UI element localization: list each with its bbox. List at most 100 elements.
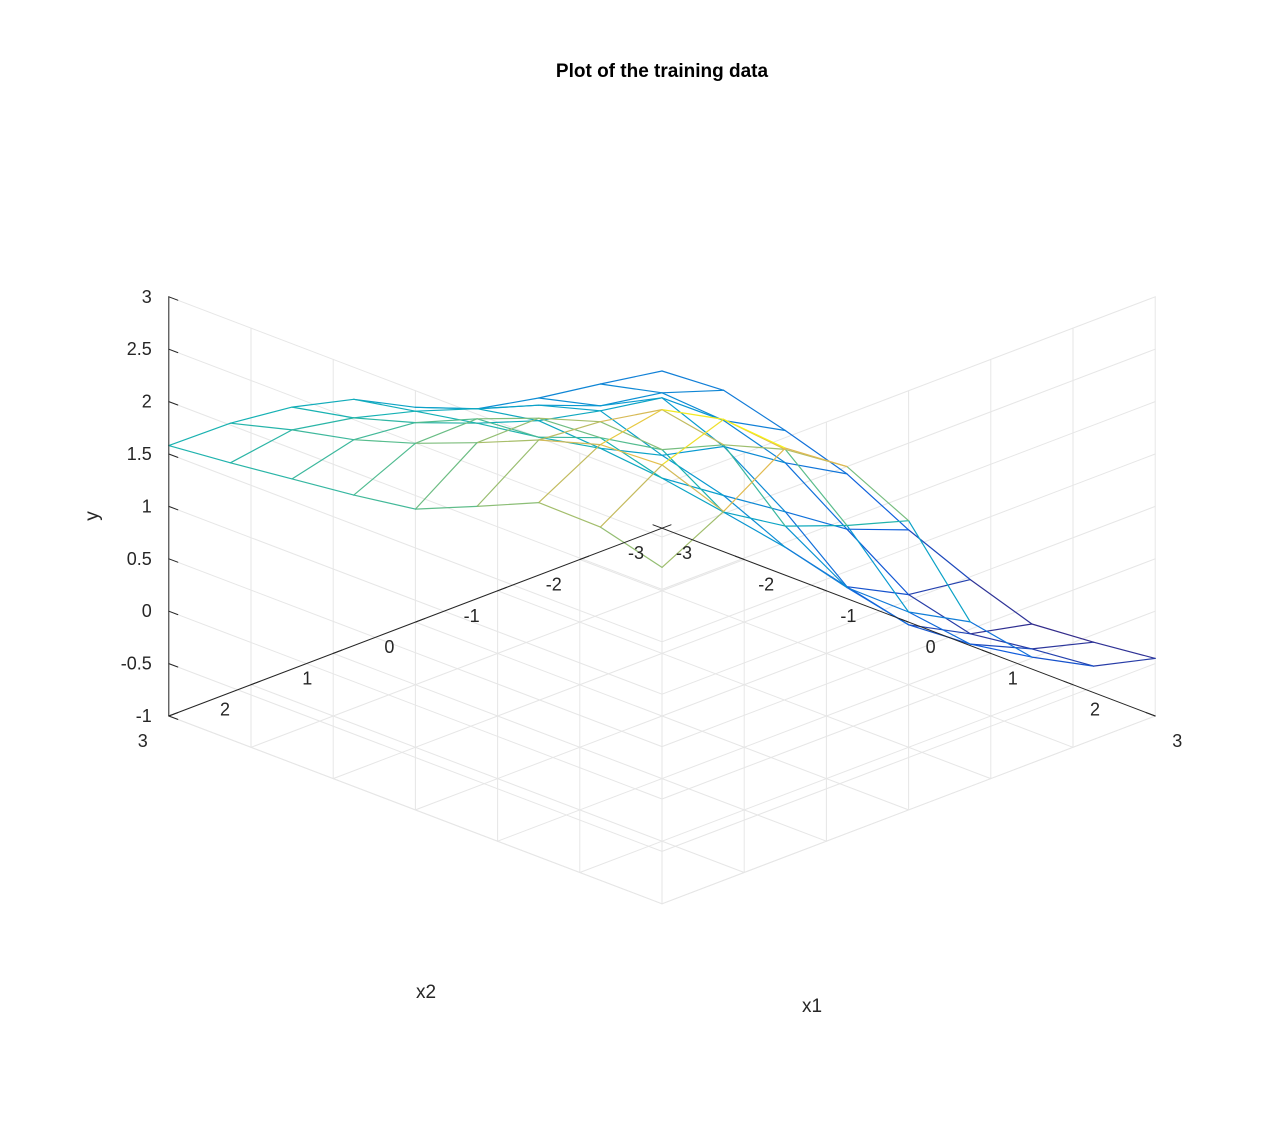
grid-line <box>497 590 992 780</box>
mesh-segment <box>784 429 848 475</box>
mesh-segment <box>353 442 416 496</box>
mesh-segment <box>784 448 848 527</box>
grid-line <box>168 610 663 800</box>
mesh-segment <box>599 437 663 479</box>
mesh-segment <box>661 409 725 420</box>
x-axis-label: x1 <box>802 996 822 1017</box>
mesh-segment <box>722 389 786 432</box>
mesh-segment <box>476 418 540 438</box>
mesh-segment <box>722 494 786 548</box>
y-tick-label: 1 <box>302 668 312 688</box>
mesh-segment <box>722 447 786 512</box>
mesh-segment <box>784 462 848 530</box>
mesh-segment <box>599 383 663 394</box>
y-tick-label: 3 <box>138 731 148 751</box>
mesh-segment <box>414 505 478 510</box>
mesh-segment <box>229 429 293 464</box>
mesh-segment <box>414 410 478 424</box>
mesh-segment <box>846 524 910 613</box>
y-tick <box>168 712 179 717</box>
mesh-segment <box>969 643 1033 650</box>
mesh-segment <box>414 418 478 424</box>
mesh-segment <box>538 502 602 528</box>
mesh-segment <box>476 417 540 444</box>
mesh-segment <box>846 466 910 522</box>
mesh-segment <box>291 398 355 408</box>
mesh-segment <box>661 449 725 513</box>
mesh-segment <box>291 429 355 441</box>
mesh-segment <box>907 611 971 645</box>
grid-lines <box>168 296 1156 905</box>
mesh-segment <box>538 439 601 446</box>
mesh-segment <box>846 586 910 596</box>
mesh-segment <box>723 418 786 449</box>
mesh-segment <box>599 447 663 456</box>
axes <box>168 296 1156 720</box>
mesh-segment <box>722 511 786 548</box>
mesh-segment <box>538 444 601 504</box>
mesh-segment <box>476 397 540 410</box>
grid-line <box>661 663 1156 852</box>
chart-title: Plot of the training data <box>556 61 769 82</box>
mesh-segment <box>414 406 478 410</box>
mesh-segment <box>661 477 725 497</box>
mesh-segment <box>599 447 663 479</box>
mesh-segment <box>1092 641 1156 660</box>
mesh-segment <box>969 633 1033 650</box>
y-tick <box>250 680 261 686</box>
mesh-segment <box>723 445 786 464</box>
mesh-segment <box>599 409 663 423</box>
mesh-segment <box>723 419 786 432</box>
mesh-segment <box>353 398 416 408</box>
mesh-segment <box>476 439 540 507</box>
mesh-segment <box>229 422 293 431</box>
x-tick <box>652 524 663 529</box>
mesh-segment <box>599 526 663 569</box>
y-tick-label: 0 <box>384 637 394 657</box>
mesh-segment <box>846 520 910 527</box>
grid-line <box>168 663 663 852</box>
mesh-segment <box>229 462 293 480</box>
grid-line <box>168 715 663 905</box>
mesh-segment <box>1031 648 1095 667</box>
mesh-segment <box>969 623 1033 635</box>
mesh-segment <box>907 624 971 645</box>
mesh-segment <box>538 404 602 412</box>
mesh-segment <box>414 418 478 444</box>
mesh-segment <box>538 417 601 423</box>
mesh-segment <box>661 389 725 394</box>
y-tick <box>332 649 343 654</box>
z-tick-label: 3 <box>142 287 152 307</box>
mesh-segment <box>1092 657 1156 667</box>
z-tick <box>168 505 179 511</box>
mesh-segment <box>907 611 971 623</box>
grid-line <box>661 453 1156 643</box>
mesh-segment <box>599 464 663 528</box>
x-tick-label: 0 <box>926 637 936 657</box>
y-tick <box>414 618 425 623</box>
mesh-segment <box>907 578 971 596</box>
mesh-segment <box>538 417 602 439</box>
z-tick-label: 0.5 <box>127 549 152 569</box>
mesh-segment <box>661 464 725 512</box>
mesh-segment <box>538 404 601 407</box>
grid-line <box>661 505 1156 695</box>
mesh-segment <box>476 417 540 420</box>
grid-line <box>168 296 663 486</box>
mesh-segment <box>1031 641 1095 650</box>
z-tick <box>168 610 179 616</box>
z-tick <box>168 348 179 354</box>
mesh-segment <box>722 444 786 527</box>
grid-line <box>661 401 1156 590</box>
grid-line <box>168 453 663 643</box>
x-tick-label: 2 <box>1090 700 1100 720</box>
grid-line <box>661 610 1156 800</box>
z-tick-label: 0 <box>142 601 152 621</box>
y-axis-label: x2 <box>416 982 436 1003</box>
mesh-segment <box>661 477 725 513</box>
z-tick-label: 1.5 <box>127 444 152 464</box>
grid-line <box>579 559 1074 748</box>
x-tick <box>899 618 910 623</box>
y-tick-label: -3 <box>628 543 644 563</box>
